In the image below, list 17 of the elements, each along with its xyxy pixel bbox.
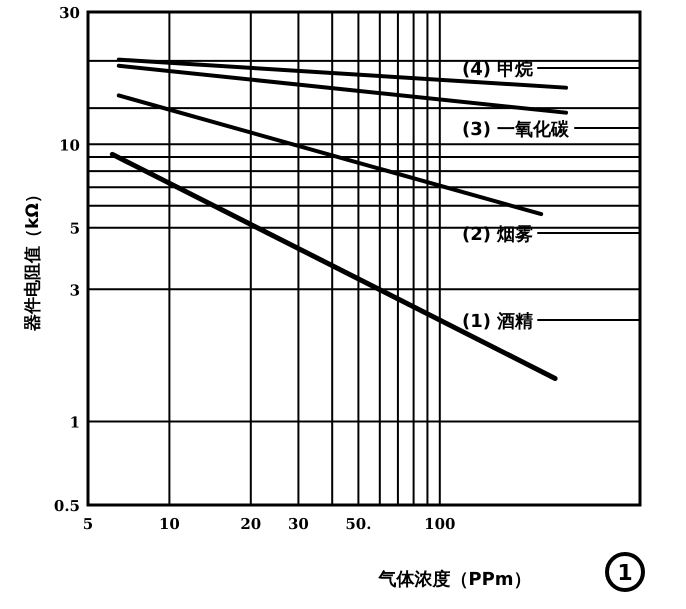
y-tick-label: 10 [59,136,80,154]
y-tick-label: 5 [70,220,80,238]
x-tick-label: 5 [82,515,94,533]
y-tick-label: 3 [70,281,80,300]
text: 1 [617,561,633,586]
y-axis-title: 器件电阻值（kΩ） [23,186,43,332]
series-label: (1) 酒精 [462,311,534,332]
x-tick-label: 100 [424,515,456,533]
x-axis-title: 气体浓度（PPm） [377,569,532,590]
y-tick-label: 0.5 [54,497,80,515]
x-tick-label: 30 [288,515,309,533]
x-tick-label: 50. [345,515,372,533]
legend-label: (3) 一氧化碳 [462,119,570,140]
x-tick-label: 20 [240,515,262,533]
y-tick-label: 1 [70,414,80,432]
x-tick-label: 10 [158,515,180,533]
y-tick-label: 30 [59,4,80,22]
